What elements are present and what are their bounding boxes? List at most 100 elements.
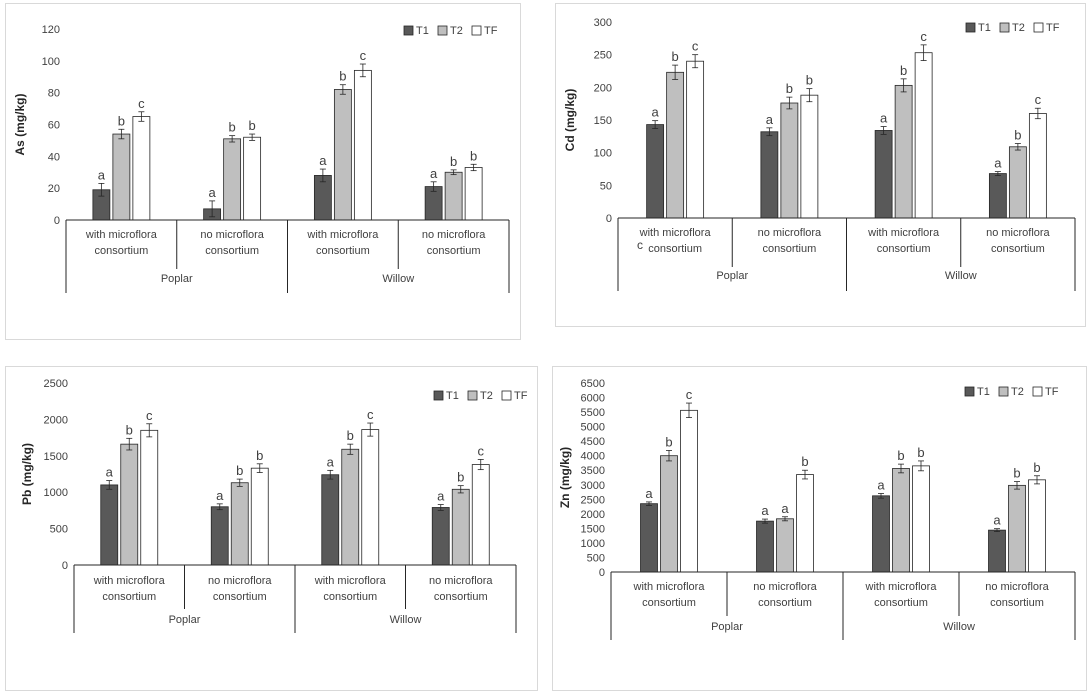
pb-bar-t1: [100, 484, 119, 566]
pb-legend-label-tf: TF: [514, 390, 528, 402]
pb-bar-tf: [471, 464, 490, 566]
cd-supergroup-label: Willow: [945, 270, 977, 282]
as-significance-letter: c: [360, 48, 367, 63]
zn-supergroup-label: Poplar: [711, 621, 743, 633]
cd-ytick-label: 50: [600, 180, 612, 192]
zn-chart: 0 500 1000 1500 2000 2500 3000 3500 4000 4500 5000…: [558, 378, 1076, 640]
cd-significance-letter: c: [920, 29, 927, 44]
zn-significance-letter: b: [917, 445, 924, 460]
cd-significance-letter: b: [672, 49, 679, 64]
cd-ylabel: Cd (mg/kg): [563, 89, 577, 152]
cd-bar-t1: [760, 131, 779, 219]
pb-significance-letter: c: [478, 443, 485, 458]
zn-significance-letter: b: [1013, 466, 1020, 481]
as-significance-letter: a: [319, 153, 327, 168]
pb-legend-label-t2: T2: [480, 390, 493, 402]
pb-category-label: consortium: [434, 591, 488, 603]
cd-chart-panel: 0 50 100 150 200 250 300 Cd (mg/kg) a b c with micr…: [555, 3, 1086, 327]
zn-significance-letter: c: [686, 387, 693, 402]
cd-bar-tf: [800, 94, 819, 219]
pb-ytick-label: 0: [62, 560, 68, 572]
pb-category-label: no microflora: [429, 575, 493, 587]
zn-legend-swatch-t2: [998, 386, 1009, 397]
as-legend-label-tf: TF: [484, 25, 498, 37]
pb-bar-t2: [341, 448, 360, 566]
pb-category-label: no microflora: [208, 575, 272, 587]
zn-ytick-label: 1000: [581, 538, 605, 550]
as-significance-letter: b: [249, 118, 256, 133]
as-supergroup-label: Poplar: [161, 273, 193, 285]
cd-bar-t1: [874, 130, 893, 219]
zn-category-label: consortium: [990, 597, 1044, 609]
pb-category-label: with microflora: [314, 575, 387, 587]
cd-significance-letter: a: [766, 112, 774, 127]
cd-ytick-label: 0: [606, 213, 612, 225]
zn-ytick-label: 500: [587, 552, 605, 564]
cd-ytick-label: 150: [594, 115, 612, 127]
as-significance-letter: b: [339, 69, 346, 84]
zn-ytick-label: 1500: [581, 523, 605, 535]
cd-ytick-label: 250: [594, 50, 612, 62]
pb-legend-swatch-t2: [467, 390, 478, 401]
as-bar-t2: [444, 171, 463, 221]
as-supergroup-label: Willow: [382, 273, 414, 285]
cd-significance-letter: c: [1035, 92, 1042, 107]
cd-bar-tf: [914, 52, 933, 219]
zn-legend-label-t2: T2: [1011, 386, 1024, 398]
zn-significance-letter: b: [1033, 460, 1040, 475]
zn-significance-letter: a: [993, 513, 1001, 528]
as-significance-letter: b: [450, 154, 457, 169]
zn-legend-label-t1: T1: [977, 386, 990, 398]
zn-category-label: consortium: [874, 597, 928, 609]
cd-category-label: with microflora: [867, 227, 940, 239]
pb-significance-letter: b: [256, 448, 263, 463]
zn-bar-t2: [660, 455, 678, 573]
cd-legend-label-t2: T2: [1012, 22, 1025, 34]
as-category-label: no microflora: [200, 229, 264, 241]
pb-bar-t2: [120, 443, 139, 566]
zn-bar-tf: [796, 474, 814, 573]
as-legend-swatch-t2: [437, 25, 448, 36]
pb-category-label: consortium: [213, 591, 267, 603]
cd-significance-letter: b: [900, 63, 907, 78]
cd-stray-letter: c: [637, 238, 643, 252]
zn-bar-t1: [872, 495, 890, 573]
as-significance-letter: a: [430, 166, 438, 181]
cd-bar-t2: [666, 71, 685, 219]
cd-significance-letter: b: [1014, 128, 1021, 143]
zn-category-label: no microflora: [985, 581, 1049, 593]
pb-supergroup-label: Willow: [390, 614, 422, 626]
as-significance-letter: b: [229, 120, 236, 135]
as-bar-tf: [353, 69, 372, 221]
pb-category-label: with microflora: [93, 575, 166, 587]
pb-bar-t1: [210, 506, 229, 566]
cd-category-label: consortium: [991, 243, 1045, 255]
as-ytick-label: 20: [48, 183, 60, 195]
zn-significance-letter: b: [897, 448, 904, 463]
zn-ytick-label: 2000: [581, 509, 605, 521]
zn-significance-letter: a: [781, 501, 789, 516]
zn-ytick-label: 5000: [581, 422, 605, 434]
cd-ytick-label: 200: [594, 82, 612, 94]
zn-significance-letter: a: [645, 486, 653, 501]
zn-ytick-label: 4500: [581, 436, 605, 448]
pb-significance-letter: b: [236, 463, 243, 478]
as-bar-tf: [132, 116, 151, 221]
zn-significance-letter: b: [801, 454, 808, 469]
as-ytick-label: 120: [42, 24, 60, 36]
cd-bar-tf: [1028, 113, 1047, 219]
pb-significance-letter: c: [146, 408, 153, 423]
as-ylabel: As (mg/kg): [13, 93, 27, 155]
cd-bar-t1: [988, 173, 1007, 219]
pb-ytick-label: 1000: [44, 487, 68, 499]
pb-ytick-label: 1500: [44, 451, 68, 463]
zn-ytick-label: 0: [599, 567, 605, 579]
pb-category-label: consortium: [323, 591, 377, 603]
as-legend-label-t2: T2: [450, 25, 463, 37]
as-bar-tf: [464, 167, 483, 221]
as-significance-letter: a: [209, 185, 217, 200]
cd-significance-letter: a: [652, 105, 660, 120]
